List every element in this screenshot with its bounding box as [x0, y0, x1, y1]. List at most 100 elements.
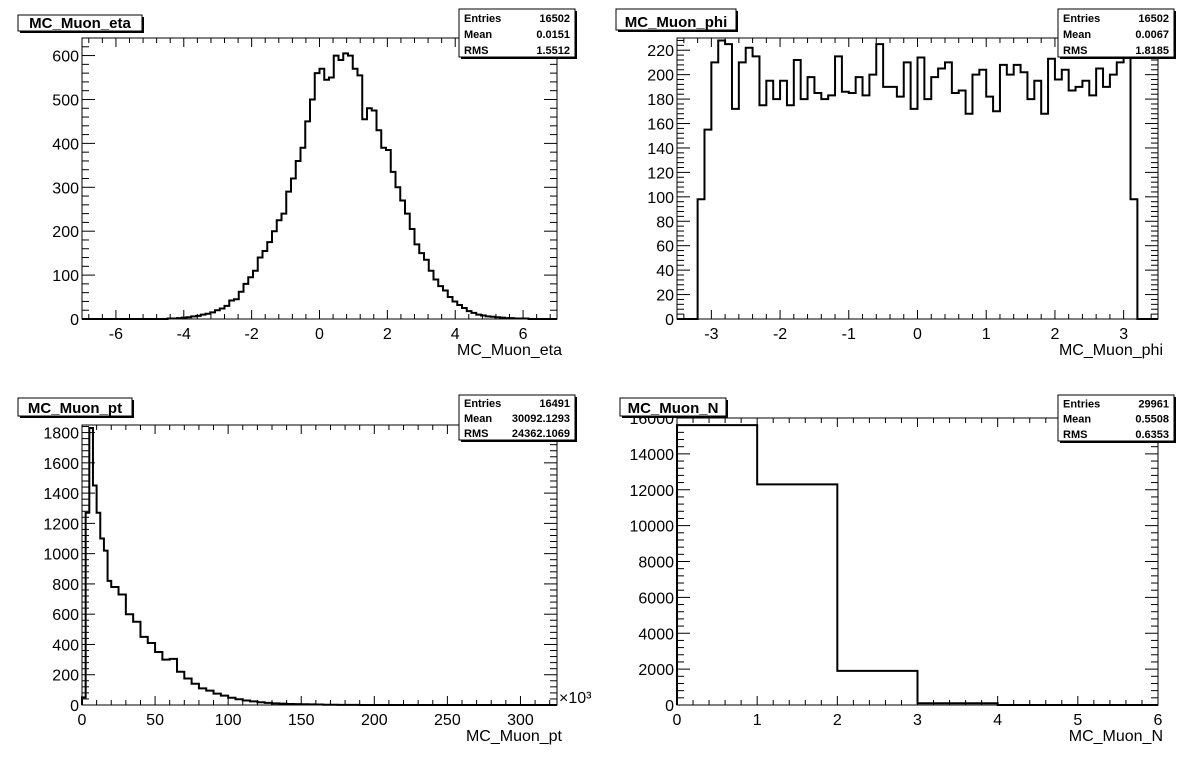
stats-label: Mean — [1063, 29, 1091, 41]
y-tick-label: 100 — [52, 268, 79, 285]
y-tick-label: 1000 — [43, 547, 79, 564]
stats-label: RMS — [464, 428, 488, 440]
title-box — [619, 397, 727, 417]
histogram-pad-3: 0 50 100 150 200 250 300 0 200 400 600 800 1000 1200 1… — [17, 394, 592, 745]
x-tick-label: 250 — [434, 712, 461, 729]
x-tick-label: 4 — [993, 712, 1002, 729]
stats-value: 24362.1069 — [512, 428, 570, 440]
y-tick-label: 1600 — [43, 456, 79, 473]
x-tick-label: 3 — [913, 712, 922, 729]
x-tick-label: -1 — [842, 326, 856, 343]
x-tick-label: -4 — [177, 326, 191, 343]
y-tick-label: 2000 — [638, 662, 674, 679]
stats-label: Entries — [464, 398, 501, 410]
x-axis-title: MC_Muon_pt — [466, 728, 563, 745]
x-axis-exponent: ×10³ — [559, 690, 592, 707]
stats-value: 0.0151 — [536, 29, 570, 41]
y-tick-label: 400 — [52, 136, 79, 153]
y-tick-label: 1800 — [43, 426, 79, 443]
y-tick-label: 80 — [656, 214, 674, 231]
x-tick-label: -2 — [773, 326, 787, 343]
y-tick-label: 14000 — [630, 447, 675, 464]
y-tick-label: 120 — [647, 165, 674, 182]
x-tick-label: 200 — [361, 712, 388, 729]
stats-label: RMS — [1063, 45, 1087, 57]
y-tick-label: 600 — [52, 607, 79, 624]
x-tick-label: 2 — [833, 712, 842, 729]
y-tick-label: 6000 — [638, 590, 674, 607]
x-tick-label: 100 — [215, 712, 242, 729]
x-axis-title: MC_Muon_phi — [1059, 342, 1163, 359]
plot-frame — [81, 37, 558, 320]
y-tick-label: 180 — [647, 92, 674, 109]
x-tick-label: 0 — [315, 326, 324, 343]
histogram-line — [81, 427, 557, 706]
stats-label: RMS — [464, 45, 488, 57]
y-tick-label: 40 — [656, 263, 674, 280]
x-tick-label: 2 — [383, 326, 392, 343]
y-tick-label: 160 — [647, 117, 674, 134]
x-tick-label: 50 — [146, 712, 164, 729]
x-tick-label: 5 — [1073, 712, 1082, 729]
y-tick-label: 8000 — [638, 555, 674, 572]
x-tick-label: 1 — [753, 712, 762, 729]
y-tick-label: 0 — [665, 312, 674, 329]
stats-label: Mean — [1063, 414, 1091, 426]
stats-label: Mean — [464, 29, 492, 41]
pad-title: MC_Muon_eta — [29, 15, 131, 32]
pad-title: MC_Muon_phi — [625, 14, 728, 31]
y-tick-label: 20 — [656, 288, 674, 305]
y-tick-label: 4000 — [638, 626, 674, 643]
y-tick-label: 500 — [52, 92, 79, 109]
stats-value: 30092.1293 — [512, 413, 570, 425]
x-tick-label: -2 — [245, 326, 259, 343]
y-tick-label: 220 — [647, 43, 674, 60]
x-tick-label: -3 — [704, 326, 718, 343]
histogram-line — [676, 424, 1158, 706]
stats-box — [458, 394, 576, 441]
stats-label: Entries — [1063, 398, 1100, 410]
title-box — [17, 14, 143, 32]
y-tick-label: 12000 — [630, 483, 675, 500]
stats-value: 16502 — [539, 13, 570, 25]
x-tick-label: 0 — [913, 326, 922, 343]
y-tick-label: 100 — [647, 190, 674, 207]
histogram-pad-2: -3 -2 -1 0 1 2 3 0 20 40 60 80 100 120 140 160 180 200 220… — [615, 8, 1176, 359]
y-tick-label: 0 — [70, 312, 79, 329]
y-tick-label: 800 — [52, 577, 79, 594]
x-tick-label: 1 — [982, 326, 991, 343]
stats-value: 0.0067 — [1135, 29, 1169, 41]
stats-label: Entries — [1063, 13, 1100, 25]
x-tick-label: 0 — [673, 712, 682, 729]
x-tick-label: 4 — [451, 326, 460, 343]
y-tick-label: 200 — [52, 224, 79, 241]
y-tick-label: 1400 — [43, 486, 79, 503]
stats-value: 1.5512 — [536, 45, 570, 57]
histogram-pad-4: 0 1 2 3 4 5 6020004000600080001000012000140001… — [619, 394, 1176, 745]
stats-label: Mean — [464, 413, 492, 425]
stats-box — [458, 8, 576, 58]
stats-box — [1057, 394, 1175, 442]
pad-title: MC_Muon_N — [628, 400, 719, 417]
stats-value: 16491 — [539, 398, 570, 410]
x-tick-label: -6 — [109, 326, 123, 343]
y-tick-label: 600 — [52, 49, 79, 66]
y-tick-label: 0 — [665, 698, 674, 715]
x-tick-label: 3 — [1119, 326, 1128, 343]
x-tick-label: 150 — [288, 712, 315, 729]
histogram-line — [82, 52, 557, 320]
stats-value: 1.8185 — [1135, 45, 1169, 57]
x-tick-label: 2 — [1050, 326, 1059, 343]
histogram-pad-1: -6 -4 -2 0 2 4 6 0 100 200 300 400 500 600 MC_Muon_eta… — [17, 8, 577, 359]
title-box — [615, 8, 737, 31]
y-tick-label: 1200 — [43, 516, 79, 533]
plot-frame — [676, 417, 1159, 706]
stats-value: 29961 — [1138, 398, 1169, 410]
y-tick-label: 0 — [70, 698, 79, 715]
stats-value: 0.6353 — [1135, 429, 1169, 441]
y-tick-label: 300 — [52, 180, 79, 197]
y-tick-label: 140 — [647, 141, 674, 158]
x-tick-label: 300 — [507, 712, 534, 729]
x-tick-label: 0 — [78, 712, 87, 729]
